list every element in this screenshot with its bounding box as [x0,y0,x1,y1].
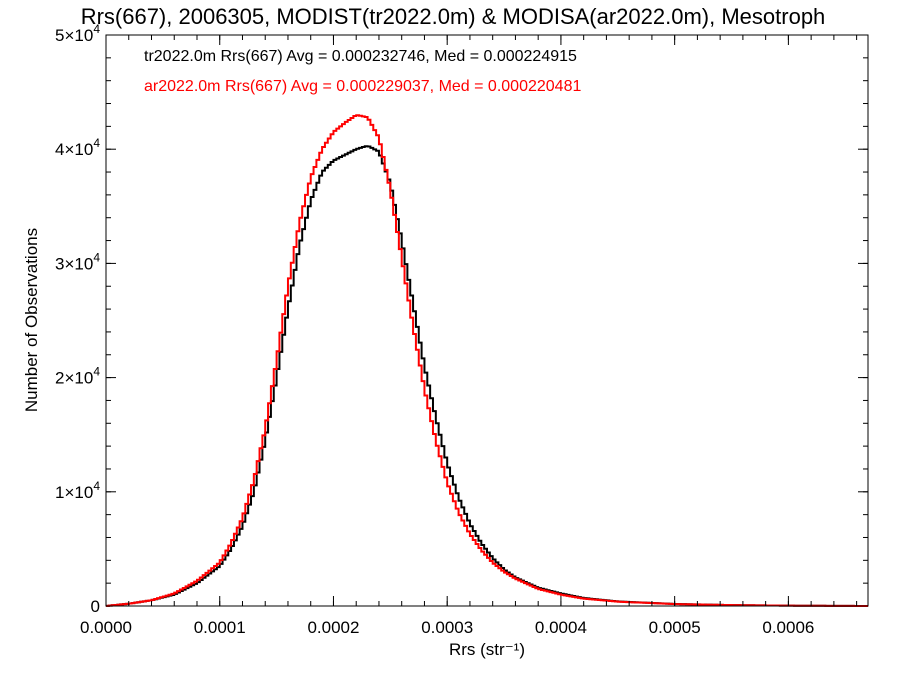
y-axis-label: Number of Observations [22,228,41,412]
y-tick-label: 5×104 [55,22,100,45]
x-tick-label: 0.0002 [307,618,359,637]
legend-annotation-tr: tr2022.0m Rrs(667) Avg = 0.000232746, Me… [144,48,577,65]
x-tick-label: 0.0003 [421,618,473,637]
series-line-0 [106,145,868,607]
x-tick-label: 0.0001 [194,618,246,637]
x-tick-label: 0.0004 [535,618,587,637]
x-axis-label: Rrs (str⁻¹) [449,640,525,659]
y-tick-label: 0 [91,597,100,616]
chart-title: Rrs(667), 2006305, MODIST(tr2022.0m) & M… [81,4,826,29]
x-tick-label: 0.0005 [649,618,701,637]
plot-frame [105,34,869,607]
y-tick-label: 3×104 [55,250,100,273]
y-tick-label: 2×104 [55,365,100,388]
x-tick-label: 0.0006 [762,618,814,637]
y-tick-label: 1×104 [55,479,100,502]
x-tick-label: 0.0000 [80,618,132,637]
y-tick-label: 4×104 [55,136,100,159]
ticks-layer: 0.0000 0.0001 0.0002 0.0003 0.0004 0.0005 0.00… [55,22,868,637]
series-line-1 [106,114,868,607]
series-layer [106,114,868,607]
legend-annotation-ar: ar2022.0m Rrs(667) Avg = 0.000229037, Me… [144,78,581,95]
